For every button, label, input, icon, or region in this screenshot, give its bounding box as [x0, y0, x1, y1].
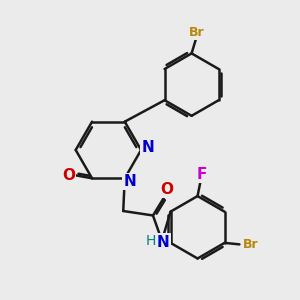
- Text: Br: Br: [189, 26, 205, 38]
- Text: F: F: [197, 167, 207, 182]
- Text: N: N: [124, 174, 136, 189]
- Text: O: O: [160, 182, 173, 197]
- Text: N: N: [141, 140, 154, 155]
- Text: Br: Br: [243, 238, 259, 251]
- Text: H: H: [146, 234, 156, 248]
- Text: O: O: [62, 168, 75, 183]
- Text: N: N: [157, 235, 170, 250]
